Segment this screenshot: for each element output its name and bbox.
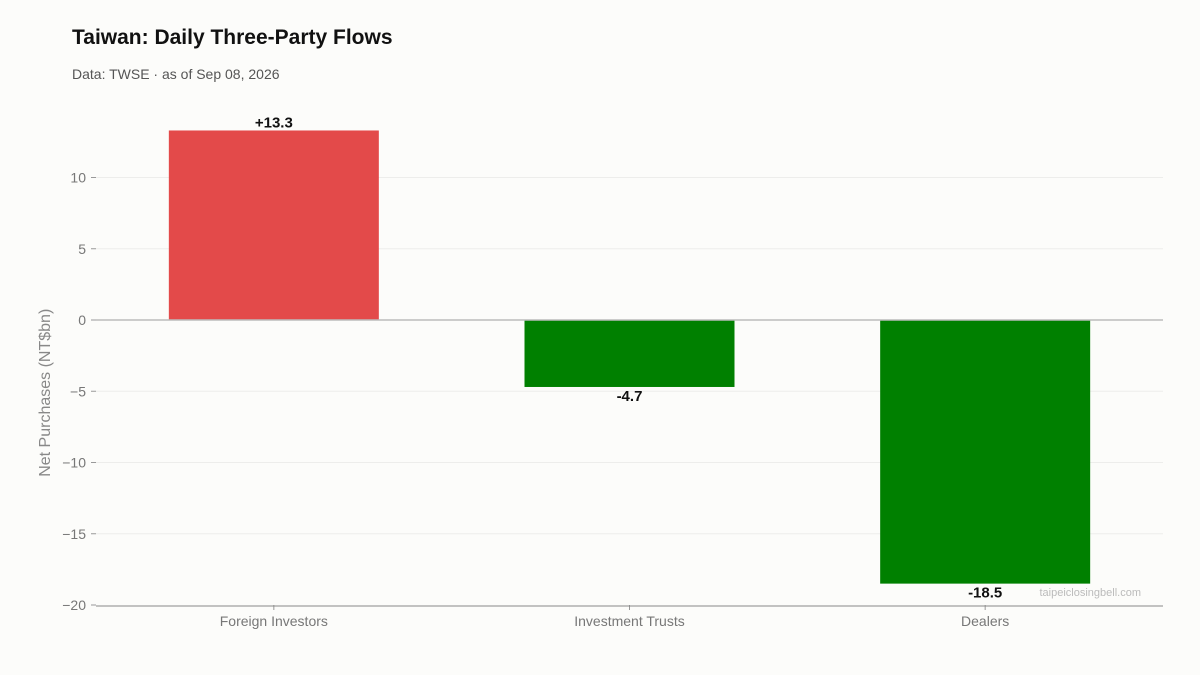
bar-foreign-investors	[168, 130, 379, 320]
y-axis-label: Net Purchases (NT$bn)	[37, 309, 54, 477]
y-tick-label: −15	[62, 526, 86, 542]
chart-title: Taiwan: Daily Three-Party Flows	[72, 26, 393, 49]
y-tick-label: 0	[78, 312, 86, 328]
y-tick-label: 5	[78, 241, 86, 257]
bars	[168, 130, 1091, 584]
bar-investment-trusts	[524, 320, 735, 387]
bar-dealers	[880, 320, 1091, 584]
axes	[91, 177, 1163, 610]
y-tick-label: −20	[62, 597, 86, 613]
category-label: Investment Trusts	[574, 613, 684, 629]
data-label: -18.5	[968, 585, 1002, 602]
watermark-text: taipeiclosingbell.com	[1040, 587, 1142, 599]
category-label: Dealers	[961, 613, 1009, 629]
y-tick-label: −5	[70, 383, 86, 399]
data-label: -4.7	[617, 388, 643, 405]
y-tick-label: −10	[62, 455, 86, 471]
y-tick-label: 10	[70, 170, 86, 186]
chart-subtitle: Data: TWSE · as of Sep 08, 2026	[72, 66, 280, 82]
labels: 10 5 0 −5 −10 −15 −20 +13.3 Foreign Investors -4.…	[37, 114, 1141, 629]
data-label: +13.3	[255, 114, 293, 131]
category-label: Foreign Investors	[220, 613, 328, 629]
